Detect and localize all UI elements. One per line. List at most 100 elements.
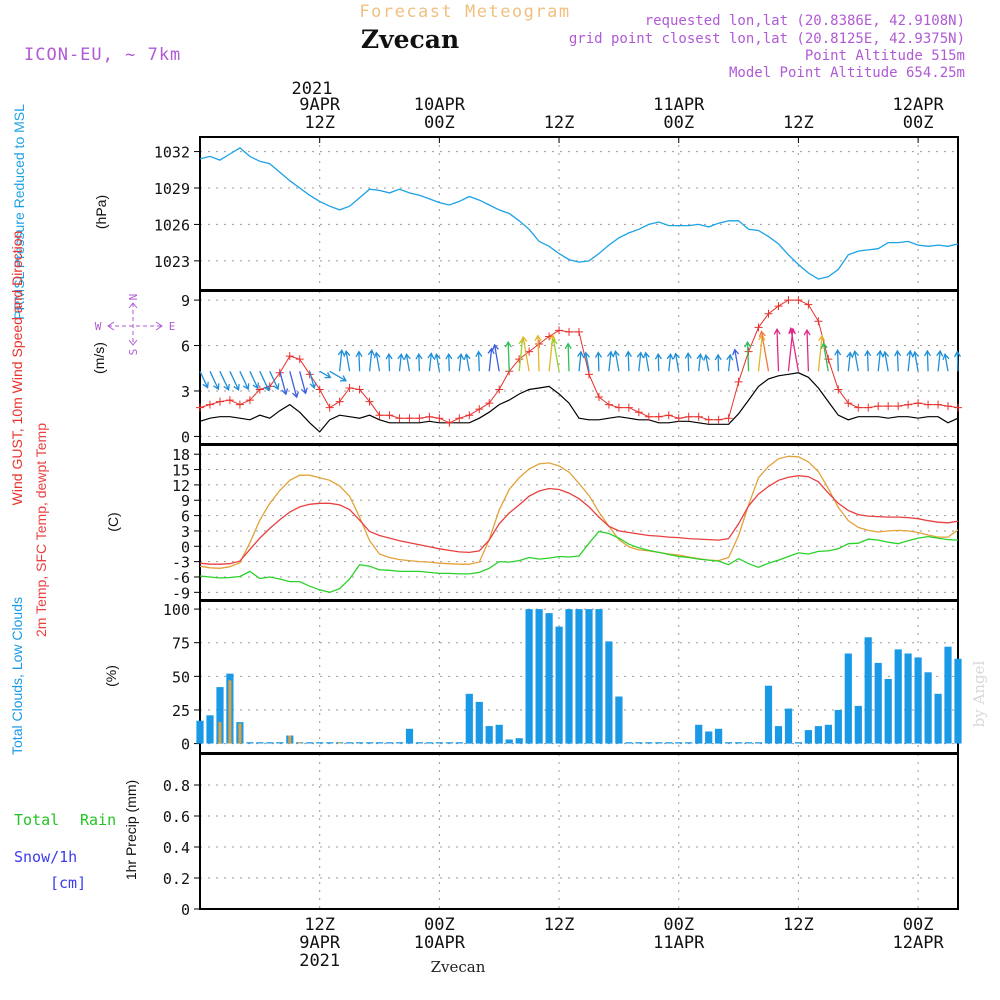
- wind-arrow-icon: [672, 352, 680, 372]
- bottom-axis-year: 2021: [299, 951, 340, 971]
- model-label: ICON-EU, ~ 7km: [24, 45, 181, 65]
- gust-marker: [604, 400, 613, 409]
- top-axis-date: 11APR: [653, 95, 705, 115]
- gust-marker: [694, 412, 703, 421]
- gust-marker: [385, 411, 394, 420]
- gust-marker: [245, 396, 254, 405]
- y-tick-label: 6: [181, 508, 190, 526]
- wind-arrow-icon: [219, 371, 230, 391]
- total-cloud-bar: [605, 641, 613, 744]
- bottom-axis-date: 9APR: [299, 933, 341, 953]
- wind-arrow-icon: [923, 349, 932, 372]
- gust-marker: [255, 385, 264, 394]
- total-cloud-bar: [864, 637, 872, 744]
- top-axis-hour: 00Z: [663, 113, 694, 133]
- gust-marker: [405, 414, 414, 423]
- gust-marker: [944, 402, 953, 411]
- total-cloud-bar: [445, 742, 453, 744]
- gust-marker: [614, 403, 623, 412]
- gust-marker: [445, 418, 454, 427]
- wind-arrow-icon: [209, 371, 220, 391]
- bottom-axis-date: 10APR: [414, 933, 466, 953]
- bottom-axis-hour: 12Z: [304, 915, 335, 935]
- total-cloud-bar: [276, 742, 284, 744]
- total-cloud-bar: [206, 715, 214, 744]
- gust-marker: [205, 400, 214, 409]
- total-cloud-bar: [375, 742, 384, 744]
- gust-marker: [415, 414, 424, 423]
- wind-arrow-icon: [289, 371, 299, 399]
- top-axis-hour: 12Z: [544, 113, 575, 133]
- y-tick-label: 3: [181, 383, 190, 401]
- wind-arrow-icon: [936, 349, 944, 372]
- gust-marker: [515, 355, 524, 364]
- requested-lonlat: requested lon,lat (20.8386E, 42.9108N): [645, 13, 965, 29]
- wind-arrow-icon: [329, 370, 347, 382]
- percent-unit-label: (%): [103, 665, 119, 687]
- total-cloud-bar: [794, 742, 802, 744]
- wind-arrow-icon: [319, 370, 332, 379]
- y-tick-label: 1023: [154, 253, 190, 271]
- total-cloud-bar: [725, 742, 733, 744]
- wind-arrow-icon: [475, 350, 483, 372]
- compass-east: E: [169, 320, 176, 333]
- wind-arrow-icon: [397, 352, 405, 372]
- low-cloud-bar: [298, 742, 302, 744]
- gust-marker: [754, 323, 763, 332]
- wind-arrow-icon: [817, 334, 826, 372]
- model-point-altitude: Model Point Altitude 654.25m: [729, 65, 965, 81]
- low-cloud-bar: [238, 723, 242, 744]
- wind-arrow-icon: [726, 353, 734, 372]
- wind-arrow-icon: [594, 351, 603, 372]
- wind-arrow-icon: [367, 348, 375, 372]
- gust-marker: [914, 399, 923, 408]
- wind-arrow-icon: [911, 350, 919, 372]
- bottom-axis-hour: 12Z: [544, 915, 575, 935]
- wind-arrow-icon: [199, 371, 209, 389]
- wind-label: Wind GUST, 10m Wind Speed and Direction: [9, 231, 25, 506]
- wind-arrow-icon: [803, 328, 811, 372]
- wind-arrow-icon: [433, 353, 441, 372]
- wind-arrow-icon: [299, 371, 308, 395]
- wind-arrow-icon: [343, 349, 351, 372]
- gust-marker: [295, 355, 304, 364]
- low-cloud-bar: [338, 742, 342, 744]
- total-cloud-bar: [665, 742, 673, 744]
- wind-arrow-icon: [457, 352, 465, 372]
- gust-marker: [594, 393, 603, 402]
- gust-marker: [525, 347, 534, 356]
- compass-west: W: [95, 320, 102, 333]
- total-cloud-bar: [705, 731, 713, 744]
- total-cloud-bar: [954, 658, 962, 744]
- wind-arrow-icon: [385, 352, 393, 372]
- bottom-axis-hour: 00Z: [424, 915, 455, 935]
- total-cloud-bar: [824, 724, 832, 744]
- total-cloud-bar: [455, 742, 463, 744]
- wind-arrow-icon: [788, 327, 800, 372]
- wind-arrow-icon: [624, 350, 632, 372]
- station-title: Zvecan: [361, 25, 459, 54]
- snow-legend: Snow/1h: [14, 848, 77, 866]
- gust-marker: [345, 383, 354, 392]
- y-tick-label: 12: [172, 477, 190, 495]
- wind-arrow-icon: [337, 348, 345, 372]
- low-cloud-bar: [288, 735, 292, 744]
- wind-arrow-icon: [820, 342, 829, 372]
- total-cloud-bar: [545, 613, 553, 744]
- wind-arrow-icon: [696, 352, 704, 372]
- rain-legend: Rain: [80, 811, 116, 829]
- bottom-axis-date: 11APR: [653, 933, 705, 953]
- wind-arrow-icon: [403, 353, 411, 372]
- wind-arrow-icon: [642, 351, 650, 372]
- total-cloud-bar: [944, 646, 952, 744]
- total-cloud-bar: [695, 724, 703, 744]
- wind-arrow-icon: [876, 349, 884, 372]
- gust-marker: [315, 385, 324, 394]
- wind-arrow-icon: [606, 350, 614, 372]
- y-tick-label: -6: [172, 569, 190, 587]
- total-cloud-bar: [565, 609, 573, 744]
- wind-arrow-icon: [355, 350, 363, 372]
- wind-arrow-icon: [714, 353, 722, 372]
- wind-arrow-icon: [654, 352, 662, 372]
